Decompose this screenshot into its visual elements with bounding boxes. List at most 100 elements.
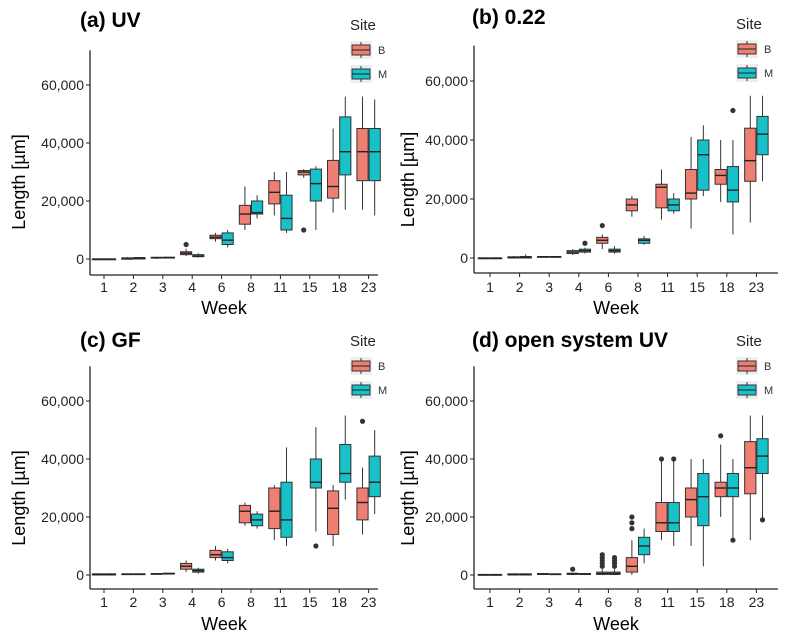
box-M-week-23 <box>756 95 769 182</box>
box-B-week-18 <box>327 485 340 546</box>
box-M-week-15 <box>697 459 710 567</box>
box-iqr <box>356 128 369 182</box>
box-iqr <box>238 504 252 524</box>
box-B-week-1 <box>91 258 105 261</box>
box-iqr <box>697 139 710 191</box>
box-B-week-18 <box>714 433 727 517</box>
legend-title: Site <box>736 333 762 350</box>
y-tick-label: 60,000 <box>41 393 84 409</box>
legend-title: Site <box>350 17 376 34</box>
outlier-point <box>718 433 724 439</box>
x-tick-label: 3 <box>159 594 167 610</box>
x-tick-label: 11 <box>660 594 675 610</box>
box-iqr <box>638 238 651 244</box>
x-tick-label: 18 <box>719 279 735 295</box>
x-tick-label: 8 <box>634 279 642 295</box>
box-B-week-2 <box>507 255 520 259</box>
x-axis-label: Week <box>201 298 248 318</box>
y-tick-label: 60,000 <box>425 73 468 89</box>
x-tick-label: 23 <box>749 594 765 610</box>
y-tick-label: 60,000 <box>425 393 468 409</box>
box-M-week-15 <box>697 125 710 197</box>
legend-label: B <box>764 361 771 373</box>
box-M-week-1 <box>104 573 117 576</box>
box-M-week-18 <box>726 459 740 543</box>
box-iqr <box>339 116 352 176</box>
outlier-point <box>629 520 635 526</box>
box-B-week-11 <box>268 172 281 216</box>
box-M-week-11 <box>280 172 293 233</box>
y-tick-label: 20,000 <box>425 509 468 525</box>
outlier-point <box>599 552 605 558</box>
box-M-week-11 <box>280 447 293 546</box>
outlier-point <box>730 107 736 114</box>
box-B-week-6 <box>596 552 609 575</box>
x-axis-label: Week <box>201 614 248 634</box>
x-tick-label: 15 <box>689 279 705 295</box>
outlier-point <box>671 456 677 462</box>
legend-label: M <box>378 385 387 397</box>
y-tick-label: 0 <box>460 567 468 583</box>
x-tick-label: 18 <box>331 594 347 610</box>
x-tick-label: 11 <box>273 594 288 610</box>
box-M-week-1 <box>490 257 503 260</box>
box-B-week-15 <box>684 137 698 229</box>
panel-title: (d) open system UV <box>472 329 668 352</box>
box-B-week-4 <box>566 566 579 575</box>
box-M-week-3 <box>162 256 175 259</box>
box-iqr <box>221 232 234 245</box>
box-B-week-1 <box>477 257 491 260</box>
box-iqr <box>667 502 680 532</box>
y-tick-label: 40,000 <box>425 132 468 148</box>
x-tick-label: 4 <box>188 279 196 295</box>
box-B-week-4 <box>566 249 579 256</box>
outlier-point <box>301 227 307 233</box>
box-B-week-3 <box>536 572 550 575</box>
box-M-week-4 <box>192 567 205 574</box>
outlier-point <box>183 241 189 248</box>
box-M-week-18 <box>339 96 352 210</box>
box-B-week-3 <box>150 256 163 259</box>
box-B-week-23 <box>356 96 369 210</box>
x-tick-label: 1 <box>486 279 494 295</box>
x-tick-label: 11 <box>273 279 288 295</box>
y-axis-label: Length [µm] <box>9 450 29 545</box>
box-M-week-3 <box>162 572 175 575</box>
x-axis-label: Week <box>593 298 640 318</box>
box-B-week-6 <box>209 232 222 242</box>
x-tick-label: 2 <box>130 279 138 295</box>
panel-title: (b) 0.22 <box>472 6 546 29</box>
box-B-week-11 <box>655 169 668 220</box>
box-iqr <box>221 551 234 561</box>
legend-label: B <box>378 45 385 57</box>
x-tick-label: 15 <box>302 279 318 295</box>
x-tick-label: 18 <box>719 594 735 610</box>
x-tick-label: 6 <box>218 594 226 610</box>
outlier-point <box>582 240 588 246</box>
outlier-point <box>759 517 766 523</box>
box-M-week-8 <box>638 235 651 245</box>
x-tick-label: 4 <box>575 594 583 610</box>
x-tick-label: 11 <box>660 279 675 295</box>
box-M-week-11 <box>667 456 680 546</box>
box-M-week-4 <box>192 253 205 258</box>
chart-panel-2: (b) 0.22 0 20,000 40,000 60,000 Length [µm] 1 2… <box>398 6 778 318</box>
box-B-week-8 <box>625 196 639 217</box>
legend-title: Site <box>736 16 762 33</box>
y-axis-label: Length [µm] <box>9 134 29 229</box>
legend-label: B <box>764 44 771 56</box>
box-iqr <box>297 170 310 176</box>
box-iqr <box>238 204 252 225</box>
y-tick-label: 0 <box>76 251 84 267</box>
box-B-week-8 <box>238 502 252 526</box>
box-M-week-23 <box>368 430 381 515</box>
box-M-week-6 <box>608 555 621 575</box>
box-B-week-2 <box>507 573 520 576</box>
x-tick-label: 23 <box>749 279 765 295</box>
box-M-week-23 <box>368 99 381 216</box>
box-iqr <box>251 200 264 215</box>
box-iqr <box>309 168 322 202</box>
panel-title: (c) GF <box>80 329 141 352</box>
box-B-week-18 <box>714 140 727 202</box>
